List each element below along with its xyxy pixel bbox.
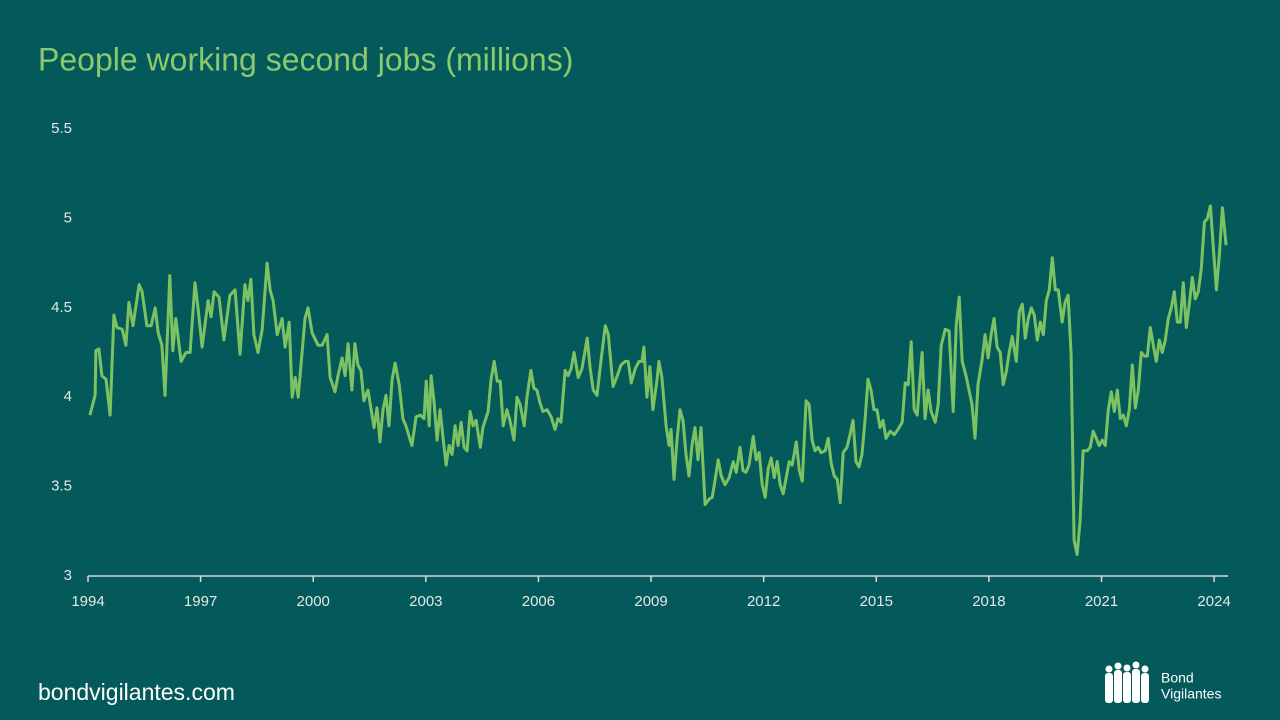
y-tick-label: 3.5 — [51, 478, 72, 495]
logo-text: Bond — [1161, 670, 1194, 686]
footer-url: bondvigilantes.com — [38, 679, 235, 705]
x-tick-label: 2003 — [409, 593, 442, 610]
y-tick-label: 4.5 — [51, 299, 72, 316]
y-tick-label: 5 — [64, 209, 72, 226]
logo-figures — [1105, 661, 1149, 703]
x-tick-label: 2024 — [1197, 593, 1230, 610]
x-tick-label: 2021 — [1085, 593, 1118, 610]
y-tick-label: 4 — [64, 388, 72, 405]
x-tick-label: 2006 — [522, 593, 555, 610]
x-tick-label: 2009 — [634, 593, 667, 610]
x-tick-label: 2018 — [972, 593, 1005, 610]
y-tick-label: 5.5 — [51, 120, 72, 137]
x-tick-label: 1994 — [71, 593, 104, 610]
x-tick-label: 2015 — [860, 593, 893, 610]
y-tick-label: 3 — [64, 567, 72, 584]
x-tick-label: 2000 — [297, 593, 330, 610]
chart-title: People working second jobs (millions) — [38, 41, 573, 77]
logo-text: Vigilantes — [1161, 686, 1221, 702]
x-tick-label: 2012 — [747, 593, 780, 610]
x-tick-label: 1997 — [184, 593, 217, 610]
data-line — [88, 204, 1228, 556]
